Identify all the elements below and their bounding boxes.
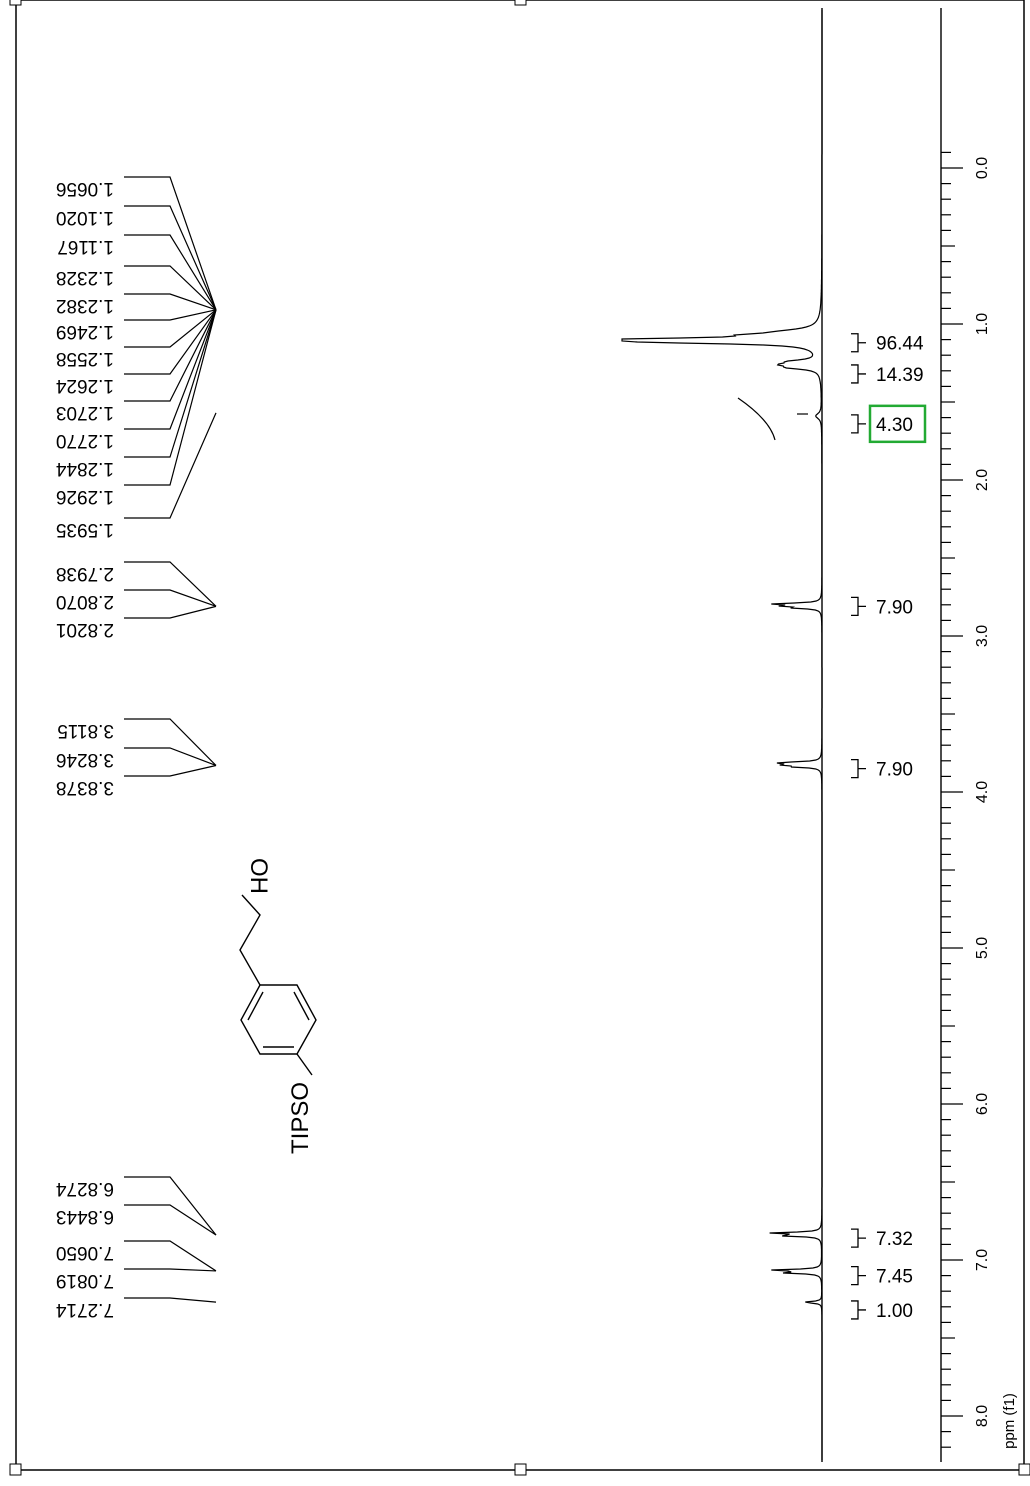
integral-value: 96.44	[876, 334, 924, 355]
spectrum-broad-hump	[737, 397, 776, 441]
figure-border	[15, 0, 1025, 1471]
resize-handle-top-left[interactable]	[9, 0, 22, 6]
peak-pick-labels: 1.0656 1.1020 1.1167 1.2328 1.2382 1.2469 1.25…	[55, 176, 217, 1320]
peak-label-value: 2.8201	[56, 619, 114, 640]
peak-label: 3.8246	[56, 747, 217, 770]
peak-label: 2.8201	[56, 605, 217, 640]
peak-label-value: 3.8246	[56, 749, 114, 770]
peak-label-value: 1.2558	[56, 348, 114, 369]
peak-label: 2.8070	[56, 589, 217, 612]
peak-label-value: 2.7938	[56, 563, 114, 584]
peak-label-value: 1.2926	[56, 486, 114, 507]
peak-label: 1.2624	[55, 309, 217, 396]
ppm-axis-ticks	[941, 151, 963, 1448]
integral-marker: 7.90	[851, 758, 913, 781]
peak-label: 1.2844	[55, 309, 217, 479]
hydroxyl-label: OH	[245, 858, 272, 894]
peak-label: 1.5935	[56, 412, 217, 540]
integral-marker: 1.00	[851, 1300, 913, 1322]
ppm-tick-label: 5.0	[974, 937, 991, 959]
ppm-tick-label: 7.0	[974, 1249, 991, 1271]
integral-value: 7.32	[876, 1229, 913, 1250]
peak-label-value: 3.8378	[56, 777, 114, 798]
peak-label: 6.8443	[56, 1204, 217, 1236]
peak-label-value: 1.2469	[56, 321, 114, 342]
ppm-tick-label: 3.0	[974, 625, 991, 647]
peak-label-value: 1.1167	[57, 236, 114, 257]
peak-label: 7.0819	[56, 1268, 217, 1291]
peak-label-value: 1.2703	[56, 402, 114, 423]
integral-marker: 4.30	[851, 404, 927, 444]
integral-markers: 96.44 14.39 4.30 7.90 7.90 7.32 7.45 1.00	[851, 333, 927, 1322]
resize-handle-bottom-mid[interactable]	[514, 1463, 527, 1476]
peak-label-value: 6.8274	[55, 1178, 114, 1199]
peak-label-value: 6.8443	[56, 1206, 114, 1227]
benzene-ring	[240, 984, 317, 1055]
peak-label: 1.2469	[56, 309, 217, 342]
peak-label-value: 1.1020	[56, 207, 114, 228]
peak-label-value: 1.2328	[56, 267, 114, 288]
ppm-tick-label: 2.0	[974, 469, 991, 491]
ppm-tick-label: 8.0	[974, 1405, 991, 1427]
ppm-tick-label: 1.0	[974, 313, 991, 335]
tipso-label: TIPSO	[287, 1082, 314, 1154]
peak-label: 7.0650	[56, 1240, 217, 1272]
ppm-axis-tick-labels: 0.0 1.0 2.0 3.0 4.0 5.0 6.0 7.0 8.0	[974, 157, 991, 1427]
integral-value: 14.39	[876, 365, 924, 386]
peak-label-value: 1.5935	[56, 519, 114, 540]
ppm-axis-title: ppm (f1)	[1001, 1393, 1018, 1449]
peak-label-value: 7.2714	[55, 1299, 114, 1320]
peak-label-value: 2.8070	[56, 591, 114, 612]
peak-label: 1.2382	[56, 293, 217, 316]
integral-marker: 14.39	[851, 364, 924, 386]
peak-label: 1.2558	[56, 309, 217, 369]
selected-integral-box[interactable]	[868, 404, 927, 444]
integral-marker: 7.32	[851, 1228, 913, 1250]
ppm-tick-label: 0.0	[974, 157, 991, 179]
peak-label-value: 7.0650	[56, 1242, 114, 1263]
peak-label-value: 1.2624	[55, 375, 114, 396]
ethyl-chain	[239, 894, 261, 986]
peak-label: 1.0656	[56, 176, 217, 310]
peak-label: 1.2926	[56, 309, 217, 507]
integral-marker: 96.44	[851, 333, 924, 355]
peak-label: 3.8378	[56, 764, 217, 798]
peak-label: 2.7938	[56, 561, 217, 607]
peak-label: 1.1167	[57, 234, 217, 311]
peak-label-value: 7.0819	[56, 1270, 114, 1291]
aryl-oxygen-bond	[296, 1053, 313, 1076]
resize-handle-top-mid[interactable]	[514, 0, 527, 6]
peak-label: 1.2328	[56, 265, 217, 311]
integral-value: 7.90	[876, 760, 913, 781]
ppm-tick-label: 4.0	[974, 781, 991, 803]
peak-label-value: 3.8115	[57, 720, 114, 741]
integral-marker: 7.90	[851, 596, 913, 618]
ppm-tick-label: 6.0	[974, 1093, 991, 1115]
peak-label-value: 1.0656	[56, 178, 114, 199]
integral-value: 7.90	[876, 597, 913, 618]
peak-label: 7.2714	[55, 1297, 217, 1320]
peak-label: 6.8274	[55, 1176, 217, 1236]
chemical-structure: OH TIPSO	[239, 858, 317, 1154]
resize-handle-bottom-right[interactable]	[1018, 1463, 1030, 1476]
integral-value: 1.00	[876, 1301, 913, 1322]
peak-label: 1.2703	[56, 309, 217, 423]
integral-value: 7.45	[876, 1267, 913, 1288]
peak-label: 3.8115	[57, 718, 217, 766]
peak-label-value: 1.2382	[56, 295, 114, 316]
spectrum-trace	[621, 10, 823, 1460]
integral-marker: 7.45	[851, 1265, 913, 1288]
integral-value: 4.30	[876, 415, 913, 436]
resize-handle-bottom-left[interactable]	[9, 1463, 22, 1476]
peak-label: 1.1020	[56, 205, 217, 311]
peak-label-value: 1.2770	[56, 430, 114, 451]
peak-label-value: 1.2844	[55, 458, 114, 479]
peak-label: 1.2770	[56, 309, 217, 451]
